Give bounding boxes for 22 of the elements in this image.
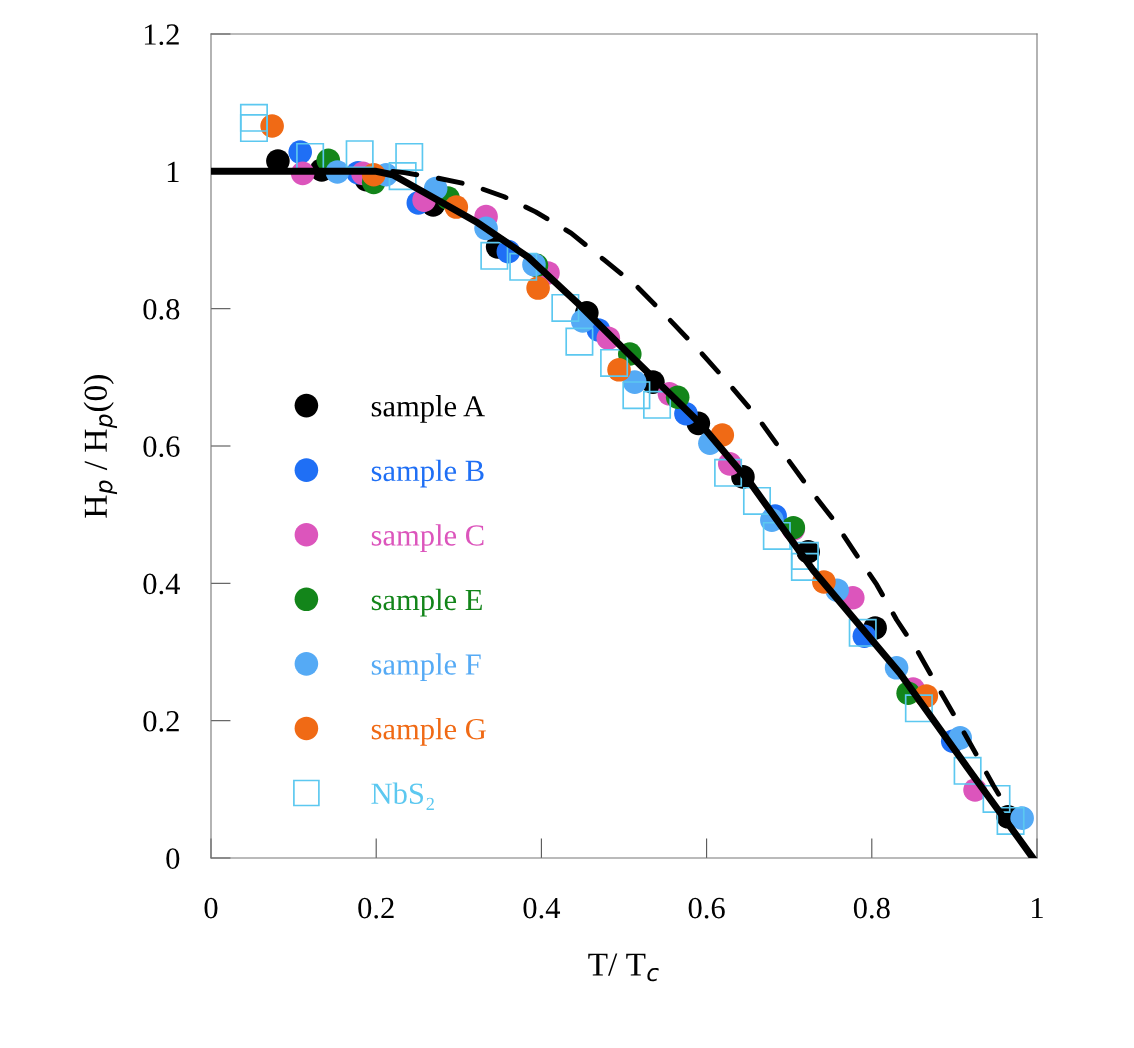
y-tick-label: 0 bbox=[166, 848, 180, 869]
legend-label: sample B bbox=[371, 459, 484, 488]
legend-label: sample A bbox=[371, 395, 485, 423]
x-tick-label: 0.6 bbox=[688, 897, 725, 919]
y-tick-label: 0.8 bbox=[143, 298, 180, 320]
x-tick-label: 0.8 bbox=[853, 897, 890, 919]
x-tick-label: 0 bbox=[204, 897, 218, 919]
x-axis-title: T/ T$_{c}$ bbox=[588, 953, 659, 982]
y-tick-label: 0.6 bbox=[143, 436, 180, 458]
x-tick-label: 0.2 bbox=[358, 897, 394, 919]
legend-label: sample G bbox=[371, 717, 486, 746]
y-tick-label: 0.2 bbox=[143, 710, 179, 732]
y-tick-label: 1.2 bbox=[144, 24, 179, 46]
y-axis-title: H$_{p}$ / H$_{p}$(0) bbox=[83, 375, 118, 518]
legend-label: sample F bbox=[371, 653, 481, 682]
legend-label: sample C bbox=[371, 524, 484, 552]
x-tick-label: 0.4 bbox=[523, 897, 561, 919]
legend-label: sample E bbox=[371, 588, 482, 617]
y-tick-label: 1 bbox=[167, 161, 179, 182]
y-tick-label: 0.4 bbox=[143, 573, 180, 595]
x-tick-label: 1 bbox=[1032, 897, 1043, 919]
legend-label: NbS₂ bbox=[371, 782, 434, 810]
